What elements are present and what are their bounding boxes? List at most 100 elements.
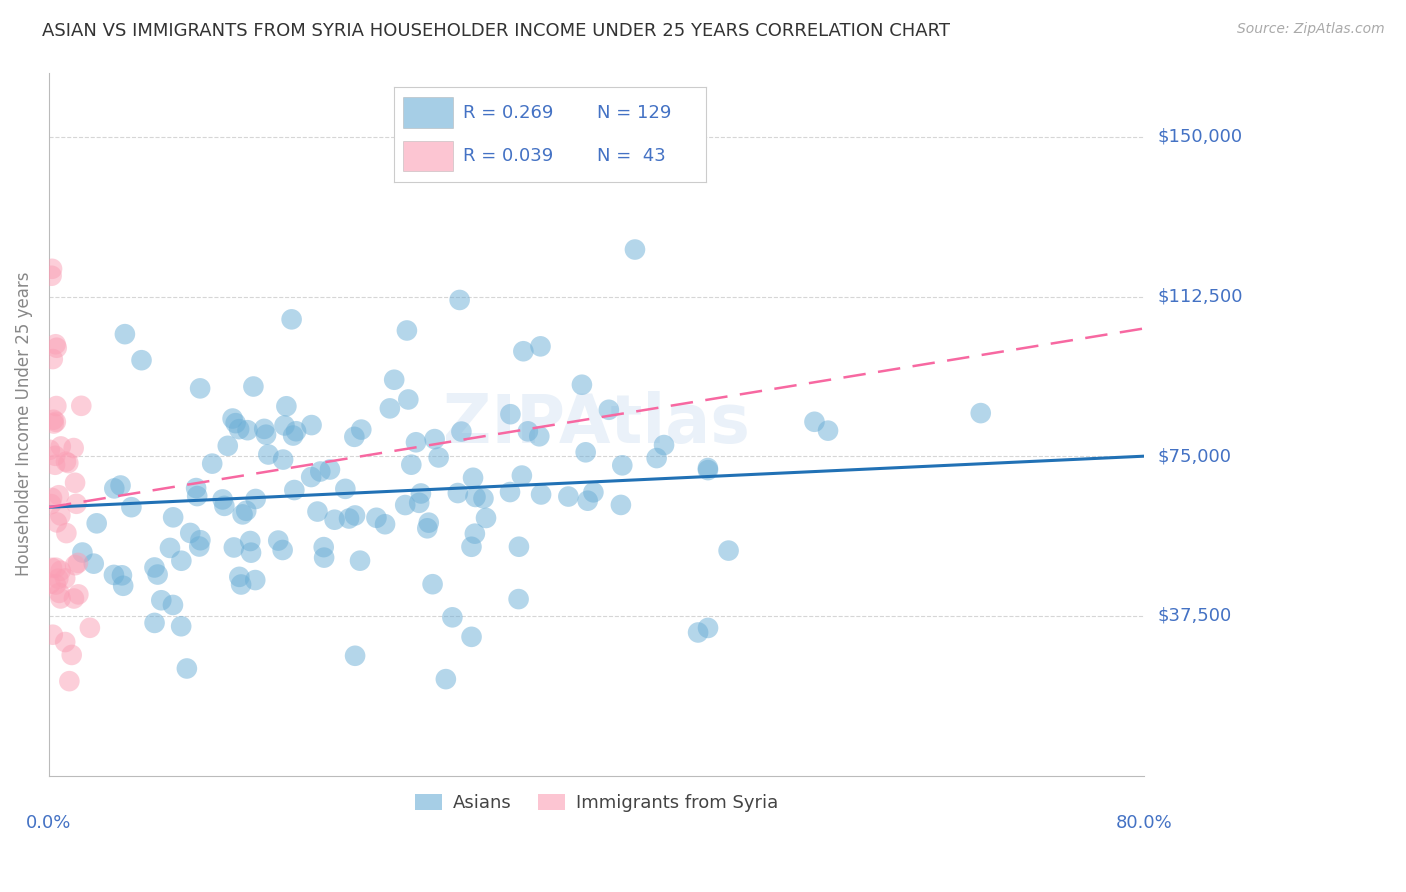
- Point: [86, 516, 108, 531]
- Point: [63, 475, 86, 490]
- Point: [717, 543, 740, 558]
- Point: [447, 486, 470, 500]
- Text: ASIAN VS IMMIGRANTS FROM SYRIA HOUSEHOLDER INCOME UNDER 25 YEARS CORRELATION CHA: ASIAN VS IMMIGRANTS FROM SYRIA HOUSEHOLD…: [42, 22, 950, 40]
- Point: [271, 543, 294, 558]
- Text: $112,500: $112,500: [1159, 287, 1243, 306]
- Point: [396, 392, 419, 407]
- Legend: Asians, Immigrants from Syria: Asians, Immigrants from Syria: [408, 787, 786, 819]
- Point: [58, 674, 80, 689]
- Point: [510, 468, 533, 483]
- Point: [508, 592, 530, 607]
- Point: [374, 517, 396, 532]
- Point: [395, 323, 418, 337]
- Point: [39, 577, 62, 591]
- Point: [83, 557, 105, 571]
- Point: [42, 417, 65, 431]
- Point: [120, 500, 142, 515]
- Point: [422, 577, 444, 591]
- Point: [378, 401, 401, 416]
- Point: [245, 573, 267, 587]
- Point: [45, 516, 67, 530]
- Point: [38, 442, 60, 457]
- Point: [46, 572, 69, 586]
- Point: [571, 377, 593, 392]
- Point: [45, 341, 67, 355]
- Point: [427, 450, 450, 465]
- Point: [58, 456, 80, 470]
- Point: [143, 560, 166, 574]
- Point: [803, 415, 825, 429]
- Point: [450, 425, 472, 439]
- Point: [512, 344, 534, 359]
- Point: [267, 533, 290, 548]
- Point: [42, 628, 65, 642]
- Point: [271, 452, 294, 467]
- Point: [598, 402, 620, 417]
- Point: [472, 491, 495, 506]
- Point: [441, 610, 464, 624]
- Point: [254, 427, 277, 442]
- Point: [44, 458, 66, 472]
- Text: $37,500: $37,500: [1159, 607, 1232, 624]
- Point: [688, 625, 710, 640]
- Point: [184, 481, 207, 495]
- Point: [319, 462, 342, 476]
- Point: [188, 540, 211, 554]
- Point: [349, 554, 371, 568]
- Point: [225, 416, 247, 430]
- Point: [301, 418, 323, 433]
- Point: [697, 463, 720, 477]
- Point: [307, 504, 329, 518]
- Point: [79, 621, 101, 635]
- Point: [242, 379, 264, 393]
- Point: [114, 327, 136, 342]
- Point: [48, 586, 70, 600]
- Point: [162, 598, 184, 612]
- Point: [72, 545, 94, 559]
- Point: [170, 619, 193, 633]
- Text: $150,000: $150,000: [1159, 128, 1243, 146]
- Point: [67, 587, 90, 601]
- Point: [131, 353, 153, 368]
- Point: [434, 672, 457, 686]
- Point: [45, 577, 67, 591]
- Point: [610, 498, 633, 512]
- Point: [280, 312, 302, 326]
- Point: [652, 438, 675, 452]
- Text: Source: ZipAtlas.com: Source: ZipAtlas.com: [1237, 22, 1385, 37]
- Point: [49, 564, 72, 578]
- Point: [217, 439, 239, 453]
- Text: $75,000: $75,000: [1159, 447, 1232, 466]
- Point: [188, 381, 211, 395]
- Point: [464, 490, 486, 504]
- Point: [239, 534, 262, 549]
- Point: [48, 488, 70, 502]
- Point: [344, 648, 367, 663]
- Point: [309, 465, 332, 479]
- Point: [499, 485, 522, 500]
- Point: [45, 415, 67, 429]
- Point: [60, 648, 83, 662]
- Point: [416, 521, 439, 535]
- Point: [55, 526, 77, 541]
- Point: [314, 550, 336, 565]
- Point: [49, 439, 72, 453]
- Point: [343, 430, 366, 444]
- Point: [49, 508, 72, 523]
- Point: [150, 593, 173, 607]
- Point: [41, 491, 63, 505]
- Point: [475, 511, 498, 525]
- Point: [53, 635, 76, 649]
- Text: 0.0%: 0.0%: [27, 814, 72, 832]
- Point: [323, 513, 346, 527]
- Point: [49, 591, 72, 606]
- Point: [41, 261, 63, 276]
- Point: [245, 491, 267, 506]
- Point: [508, 540, 530, 554]
- Point: [62, 441, 84, 455]
- Point: [409, 486, 432, 500]
- Point: [382, 373, 405, 387]
- Point: [65, 497, 87, 511]
- Point: [176, 661, 198, 675]
- Point: [460, 630, 482, 644]
